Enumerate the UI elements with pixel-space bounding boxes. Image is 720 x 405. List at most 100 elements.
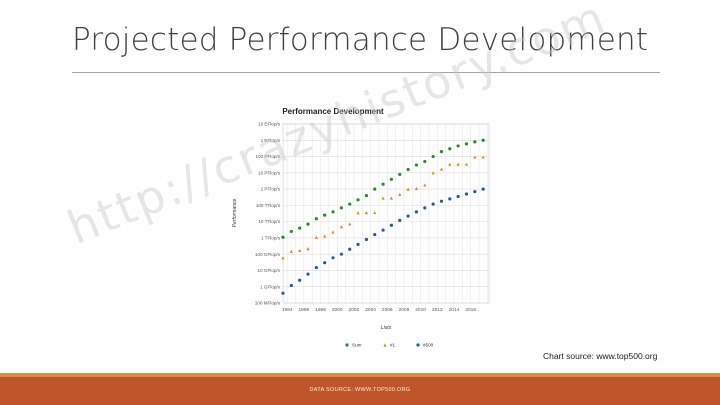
data-point	[481, 155, 485, 159]
y-tick-label: 1 GFlop/s	[260, 284, 281, 289]
y-tick-label: 10 TFlop/s	[258, 219, 280, 224]
data-point	[339, 225, 343, 229]
data-point	[398, 172, 402, 176]
data-point	[456, 162, 460, 166]
data-point	[406, 167, 410, 172]
data-point	[389, 196, 394, 200]
x-tick-label: 2000	[332, 307, 343, 313]
x-tick-label: 2008	[399, 307, 410, 313]
y-tick-label: 1 TFlop/s	[261, 236, 281, 241]
data-point	[473, 190, 477, 194]
y-tick-label: 100 GFlop/s	[255, 252, 281, 257]
chart-title: Performance Development	[282, 107, 384, 116]
data-point	[481, 138, 485, 142]
data-point	[439, 150, 444, 154]
data-point	[381, 196, 385, 200]
x-tick-label: 2010	[415, 307, 426, 313]
data-point	[289, 283, 293, 288]
data-point	[348, 222, 352, 226]
data-point	[323, 234, 327, 238]
series-1	[281, 155, 485, 260]
y-tick-label: 10 EFlop/s	[258, 122, 281, 127]
data-point	[389, 223, 394, 227]
data-point	[314, 265, 318, 270]
data-point	[331, 230, 335, 234]
x-tick-label: 1996	[299, 307, 310, 313]
y-tick-label: 1 EFlop/s	[261, 138, 281, 143]
data-point	[289, 229, 293, 234]
y-tick-label: 100 MFlop/s	[255, 301, 281, 306]
data-point	[431, 154, 435, 159]
data-point	[431, 171, 435, 175]
x-axis-ticks: 1994 1996 1998 2000 2002 2004 2006 2008 2010 2012…	[282, 307, 476, 313]
data-point	[481, 187, 485, 191]
legend-label: Sum	[352, 343, 362, 348]
data-point	[331, 210, 335, 214]
data-point	[406, 187, 410, 191]
data-point	[364, 210, 369, 215]
data-point	[448, 162, 452, 166]
y-tick-label: 10 PFlop/s	[258, 170, 281, 175]
data-point	[339, 252, 343, 256]
data-point	[348, 202, 352, 206]
x-tick-label: 2006	[382, 307, 393, 313]
data-point	[423, 183, 427, 187]
x-tick-label: 2002	[349, 307, 360, 313]
footer-bar	[0, 377, 720, 405]
data-point	[464, 192, 469, 196]
footer-accent-stripe	[0, 373, 720, 377]
data-point	[364, 193, 369, 198]
footer-data-source: DATA SOURCE: WWW.TOP500.ORG	[309, 387, 411, 393]
data-point	[431, 202, 435, 206]
y-tick-label: 100 PFlop/s	[255, 154, 280, 159]
data-point	[456, 194, 460, 199]
chart-source-caption: Chart source: www.top500.org	[543, 351, 658, 361]
series-0	[281, 138, 485, 239]
data-point	[298, 278, 302, 282]
y-tick-label: 1 PFlop/s	[261, 187, 281, 192]
legend-label: #1	[390, 343, 396, 348]
x-tick-label: 2004	[365, 307, 376, 313]
data-point	[398, 218, 402, 222]
series-2	[281, 187, 485, 295]
performance-chart: Performance Development 10 EFlop/s 1 EFlo…	[232, 107, 490, 348]
data-point	[323, 261, 327, 265]
data-point	[356, 211, 360, 215]
y-axis-label: Performance	[232, 198, 238, 227]
data-point	[373, 210, 377, 215]
data-point	[323, 213, 327, 217]
chart-legend: Sum #1 #500	[345, 343, 434, 348]
data-point	[414, 186, 419, 191]
data-point	[314, 235, 318, 239]
data-point	[464, 162, 469, 166]
data-point	[281, 235, 285, 239]
data-point	[281, 256, 285, 260]
data-point	[373, 187, 377, 191]
data-point	[398, 192, 402, 196]
data-point	[281, 291, 285, 295]
y-tick-label: 10 GFlop/s	[258, 268, 281, 273]
chart-series	[281, 138, 485, 295]
legend-marker	[383, 343, 387, 347]
data-point	[456, 144, 460, 148]
x-tick-label: 2016	[465, 307, 476, 313]
data-point	[423, 159, 427, 164]
data-point	[464, 142, 469, 146]
data-point	[414, 163, 419, 167]
data-point	[473, 155, 477, 159]
data-point	[381, 228, 385, 232]
data-point	[289, 249, 293, 253]
x-tick-label: 1998	[315, 307, 326, 313]
data-point	[373, 232, 377, 237]
title-divider	[72, 72, 660, 73]
x-tick-label: 2012	[432, 307, 443, 313]
data-point	[448, 197, 452, 201]
x-axis-label: Lists	[381, 325, 392, 331]
data-point	[364, 237, 369, 242]
data-point	[339, 206, 343, 210]
legend-marker	[345, 343, 349, 347]
data-point	[306, 222, 310, 226]
data-point	[473, 140, 477, 144]
data-point	[356, 242, 360, 246]
data-point	[314, 217, 318, 221]
